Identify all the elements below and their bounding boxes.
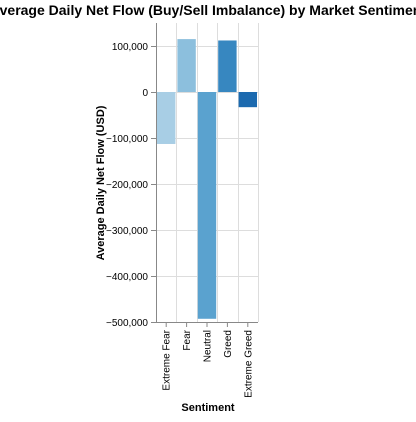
x-tick-label: Greed [223,330,234,358]
x-tick-label: Neutral [203,330,214,362]
bar [157,92,176,144]
x-axis-title: Sentiment [181,402,235,414]
bar [197,92,217,319]
y-tick-label: 0 [142,88,148,99]
bar [177,39,196,92]
x-tick-label: Fear [182,329,193,350]
bars [157,39,257,319]
axes: −500,000 −400,000 −300,000 −200,000 −100,000… [106,23,258,398]
y-tick-label: −300,000 [106,226,148,237]
y-axis-title: Average Daily Net Flow (USD) [95,105,107,260]
y-tick-label: −400,000 [106,272,148,283]
y-tick-label: −200,000 [106,180,148,191]
bar [238,92,257,108]
chart-title: Average Daily Net Flow (Buy/Sell Imbalan… [0,2,416,18]
y-tick-label: −100,000 [106,134,148,145]
x-tick-label: Extreme Greed [243,330,254,398]
x-tick-label: Extreme Fear [162,329,173,390]
y-tick-label: −500,000 [106,318,148,329]
bar [218,40,237,92]
y-tick-label: 100,000 [112,42,149,53]
